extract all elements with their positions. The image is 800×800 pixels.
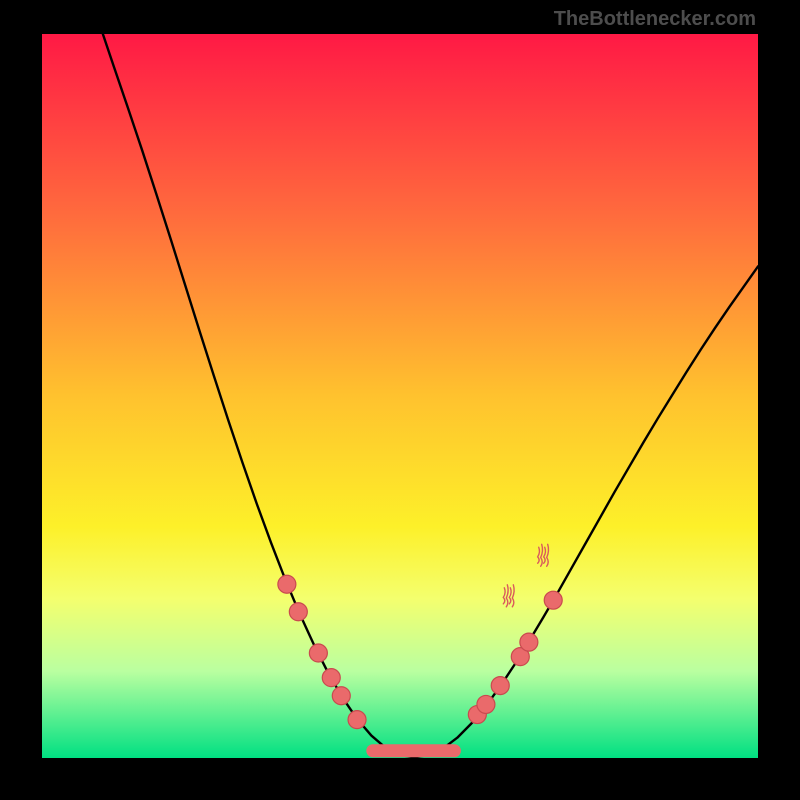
marker-dot [348, 711, 366, 729]
marker-dot [477, 695, 495, 713]
chart-stage: TheBottlenecker.com [0, 0, 800, 800]
marker-dot [289, 603, 307, 621]
marker-scribble [503, 585, 514, 607]
marker-dot [278, 575, 296, 593]
marker-scribble [538, 544, 549, 566]
watermark-text: TheBottlenecker.com [554, 8, 756, 31]
marker-dot [544, 591, 562, 609]
curve [103, 34, 758, 757]
marker-dot [491, 677, 509, 695]
marker-dot [332, 687, 350, 705]
markers-left [278, 575, 366, 728]
marker-dot [520, 633, 538, 651]
marker-dot [322, 669, 340, 687]
marker-dot [309, 644, 327, 662]
chart-svg [0, 0, 800, 800]
